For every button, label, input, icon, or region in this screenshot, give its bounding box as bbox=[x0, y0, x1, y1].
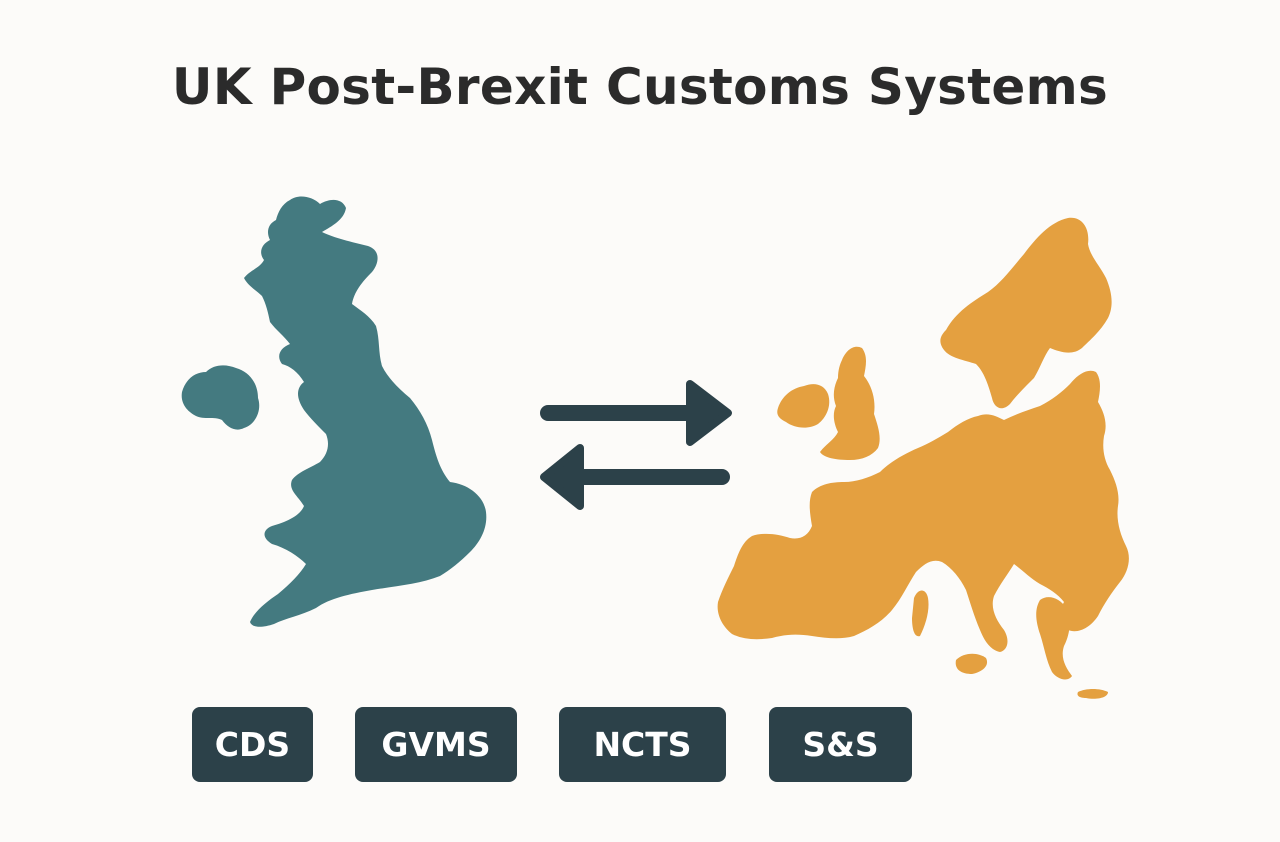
great-britain-shape bbox=[244, 196, 487, 627]
northern-ireland-shape bbox=[181, 365, 260, 430]
island-sicily-shape bbox=[955, 653, 988, 674]
system-tag-cds: CDS bbox=[192, 707, 313, 782]
system-tag-gvms: GVMS bbox=[355, 707, 517, 782]
greece-shape bbox=[1036, 597, 1072, 680]
europe-map-icon bbox=[717, 217, 1129, 699]
page-title: UK Post-Brexit Customs Systems bbox=[171, 58, 1109, 116]
mainland-europe-shape bbox=[717, 370, 1129, 652]
system-tag-label: GVMS bbox=[381, 725, 491, 764]
britain-outline-shape bbox=[820, 346, 880, 460]
system-tag-label: CDS bbox=[214, 725, 291, 764]
system-tag-label: S&S bbox=[802, 725, 879, 764]
ireland-shape bbox=[777, 384, 830, 428]
arrow-right-head bbox=[686, 380, 732, 446]
island-sardinia-shape bbox=[912, 590, 929, 637]
system-tag-ncts: NCTS bbox=[559, 707, 726, 782]
arrow-left-head bbox=[540, 444, 584, 510]
island-crete-shape bbox=[1077, 689, 1108, 699]
system-tag-label: NCTS bbox=[593, 725, 692, 764]
uk-map-icon bbox=[181, 196, 487, 627]
scandinavia-shape bbox=[940, 217, 1112, 409]
system-tag-ss: S&S bbox=[769, 707, 912, 782]
bidirectional-arrows-icon bbox=[540, 380, 732, 510]
